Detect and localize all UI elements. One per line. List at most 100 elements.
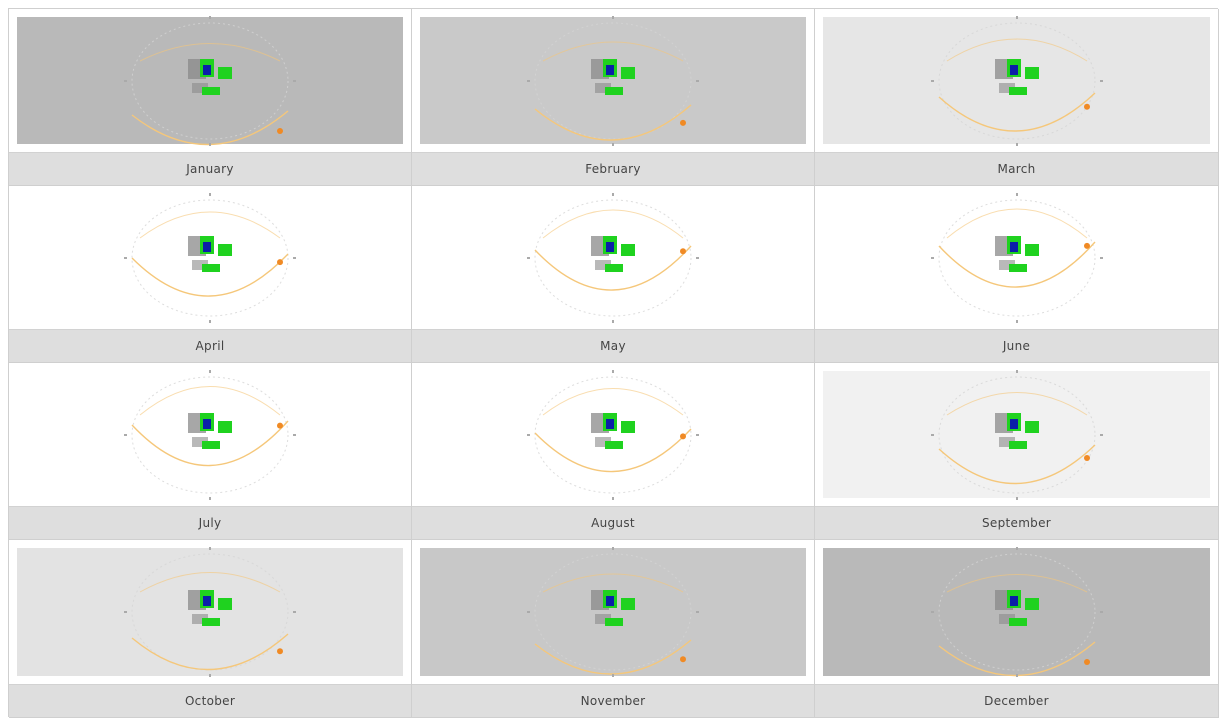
sunpath-graphic xyxy=(930,192,1103,323)
compass-tick-north xyxy=(209,15,211,19)
month-cell[interactable]: August xyxy=(412,363,815,540)
sunpath-diagram xyxy=(9,9,411,152)
month-cell[interactable]: December xyxy=(815,540,1219,718)
building-core xyxy=(1009,64,1018,75)
building-block-south xyxy=(202,618,220,626)
sun-path-arc-upper xyxy=(139,572,281,593)
compass-tick-west xyxy=(124,433,127,436)
month-caption: June xyxy=(815,329,1218,362)
month-cell[interactable]: October xyxy=(9,540,412,718)
horizon-circle xyxy=(534,22,692,139)
compass-tick-east xyxy=(293,256,296,259)
sunpath-graphic xyxy=(930,369,1103,500)
building-block-east xyxy=(218,598,232,610)
month-caption: November xyxy=(412,684,814,717)
sun-marker xyxy=(1083,659,1090,665)
compass-tick-north xyxy=(612,369,614,373)
sunpath-graphic xyxy=(527,15,699,146)
compass-tick-north xyxy=(1015,369,1018,373)
sun-path-arc-upper xyxy=(542,41,684,61)
month-caption: February xyxy=(412,152,814,185)
month-cell[interactable]: September xyxy=(815,363,1219,540)
compass-tick-south xyxy=(612,674,614,677)
month-caption: August xyxy=(412,506,814,539)
compass-tick-east xyxy=(696,256,699,259)
building-block-east xyxy=(621,598,635,610)
diagram-background xyxy=(420,17,806,144)
compass-tick-south xyxy=(1015,674,1018,677)
horizon-circle xyxy=(938,22,1095,139)
month-cell[interactable]: April xyxy=(9,186,412,363)
diagram-background xyxy=(412,363,814,506)
diagram-background xyxy=(815,186,1218,329)
compass-tick-east xyxy=(1099,79,1103,82)
building-core xyxy=(203,596,211,606)
sun-marker xyxy=(277,127,283,134)
building-core xyxy=(1009,418,1018,429)
building-block-east xyxy=(1024,66,1039,79)
compass-tick-north xyxy=(1015,192,1018,196)
compass-tick-east xyxy=(1099,256,1103,259)
month-cell[interactable]: November xyxy=(412,540,815,718)
month-cell[interactable]: March xyxy=(815,9,1219,186)
building-block-south xyxy=(605,440,623,449)
sun-marker xyxy=(680,432,686,439)
building-block-south xyxy=(1008,618,1027,626)
compass-tick-south xyxy=(209,674,211,677)
building-block-south xyxy=(1008,86,1027,95)
sun-path-arc-upper xyxy=(542,387,684,415)
compass-tick-east xyxy=(696,433,699,436)
building-block-south xyxy=(202,263,220,272)
compass-tick-north xyxy=(1015,15,1018,19)
sunpath-graphic xyxy=(124,192,296,323)
building-block-east xyxy=(621,66,635,79)
compass-tick-north xyxy=(1015,547,1018,550)
compass-tick-west xyxy=(930,256,934,259)
building-core xyxy=(1009,596,1018,606)
building-shadow-lower xyxy=(595,259,611,270)
sun-marker xyxy=(277,422,283,429)
month-cell[interactable]: January xyxy=(9,9,412,186)
building-core xyxy=(606,596,614,606)
sun-path-arc xyxy=(534,639,692,675)
horizon-circle xyxy=(131,553,289,671)
sunpath-graphic xyxy=(124,15,296,146)
diagram-background xyxy=(17,548,403,676)
compass-tick-east xyxy=(696,611,699,613)
sun-marker xyxy=(1083,454,1090,461)
sunpath-diagram xyxy=(412,9,814,152)
horizon-circle xyxy=(534,199,692,316)
sun-path-arc xyxy=(131,420,289,466)
sun-path-arc xyxy=(938,443,1095,484)
building-shadow-lower xyxy=(998,614,1015,624)
sun-path-arc-upper xyxy=(542,209,684,238)
sun-path-arc xyxy=(131,253,289,297)
month-caption: December xyxy=(815,684,1218,717)
sunpath-graphic xyxy=(527,369,699,500)
building-block-east xyxy=(1024,598,1039,610)
compass-tick-north xyxy=(612,15,614,19)
building-core xyxy=(606,418,614,429)
sun-marker xyxy=(680,247,686,254)
building-block-south xyxy=(202,86,220,95)
building-shadow-lower xyxy=(192,436,208,447)
horizon-circle xyxy=(131,199,289,316)
building-core xyxy=(203,418,211,429)
building-block-east xyxy=(621,243,635,256)
building-shadow-lower xyxy=(998,436,1015,447)
compass-tick-west xyxy=(124,79,127,82)
horizon-circle xyxy=(938,376,1095,493)
month-cell[interactable]: June xyxy=(815,186,1219,363)
sunpath-diagram xyxy=(815,9,1218,152)
compass-tick-south xyxy=(209,319,211,323)
sunpath-diagram xyxy=(9,186,411,329)
month-cell[interactable]: May xyxy=(412,186,815,363)
month-cell[interactable]: July xyxy=(9,363,412,540)
compass-tick-south xyxy=(209,496,211,500)
month-cell[interactable]: February xyxy=(412,9,815,186)
sunpath-diagram xyxy=(412,363,814,506)
month-caption: September xyxy=(815,506,1218,539)
sunpath-graphic xyxy=(527,192,699,323)
building-core xyxy=(203,241,211,252)
sun-path-arc-upper xyxy=(946,208,1087,238)
